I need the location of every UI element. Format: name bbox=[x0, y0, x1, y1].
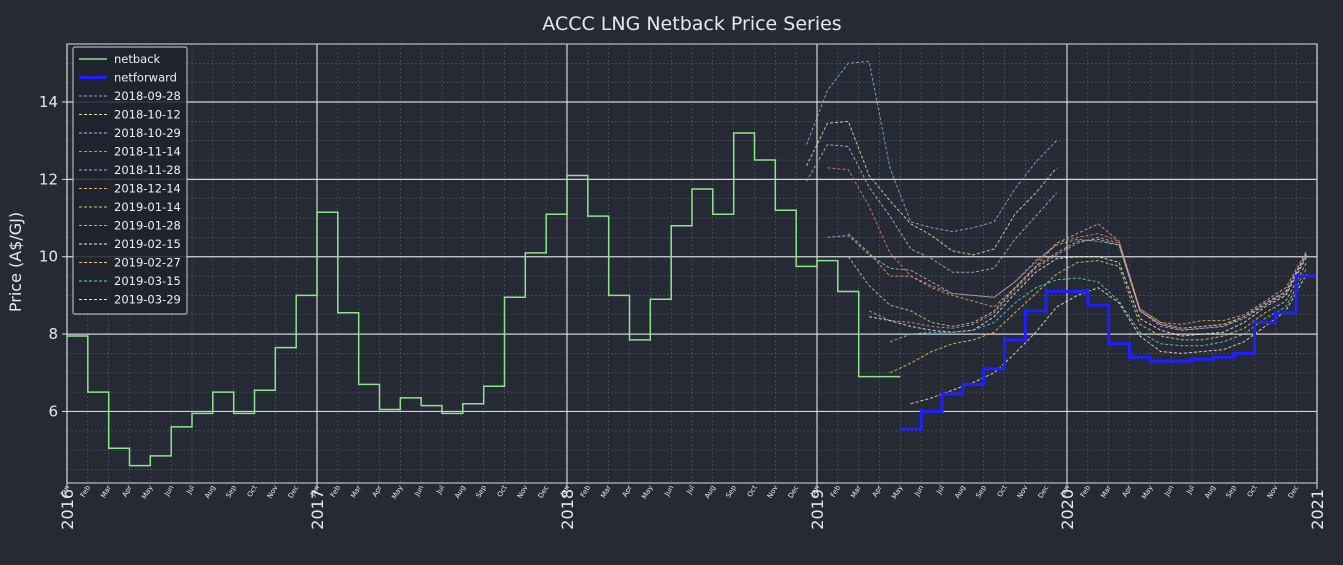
x-month-label: Jul bbox=[1185, 484, 1197, 496]
legend-entry-label: 2019-02-15 bbox=[114, 237, 181, 251]
legend-entry-label: 2018-11-28 bbox=[114, 163, 181, 177]
forward-curve-2019-03-15 bbox=[889, 268, 1308, 347]
netforward-series-line bbox=[900, 274, 1317, 431]
forward-curve-2019-02-27 bbox=[889, 260, 1308, 374]
legend-entry-label: 2018-10-12 bbox=[114, 108, 181, 122]
legend-entry-label: 2018-11-14 bbox=[114, 145, 181, 159]
y-tick-label: 6 bbox=[48, 402, 58, 420]
forward-curve-2019-02-15 bbox=[869, 256, 1308, 337]
legend-entry-label: 2019-03-29 bbox=[114, 293, 181, 307]
x-year-label: 2016 bbox=[58, 489, 77, 530]
y-tick-label: 14 bbox=[39, 93, 58, 111]
forward-curve-2018-10-29 bbox=[806, 144, 1057, 273]
x-year-label: 2018 bbox=[558, 489, 577, 530]
x-year-label: 2017 bbox=[308, 489, 327, 530]
netback-series-line bbox=[67, 132, 901, 467]
forward-curve-2019-01-28 bbox=[868, 236, 1308, 331]
forward-curve-2018-12-14 bbox=[847, 223, 1308, 325]
y-tick-label: 10 bbox=[39, 248, 58, 266]
x-month-label: Jul bbox=[935, 484, 947, 496]
legend-entry-label: netback bbox=[114, 52, 161, 66]
legend-entry-label: 2018-10-29 bbox=[114, 126, 181, 140]
legend-entry-label: 2019-03-15 bbox=[114, 274, 181, 288]
plot-frame bbox=[66, 43, 1318, 484]
legend: netback netforward 2018-09-28 2018-10-12 201… bbox=[72, 46, 188, 315]
y-tick-label: 8 bbox=[48, 325, 58, 343]
legend-entry-label: 2018-09-28 bbox=[114, 89, 181, 103]
forward-curve-2018-11-14 bbox=[827, 167, 1308, 329]
y-tick-label: 12 bbox=[39, 170, 58, 188]
legend-entry-label: 2019-01-28 bbox=[114, 219, 181, 233]
legend-entry-label: 2018-12-14 bbox=[114, 182, 181, 196]
forward-curve-2019-01-14 bbox=[847, 238, 1308, 329]
legend-box bbox=[72, 46, 188, 315]
x-year-label: 2020 bbox=[1058, 489, 1077, 530]
x-month-label: Jul bbox=[185, 484, 197, 496]
forward-curve-2018-09-28 bbox=[806, 60, 1057, 233]
chart-title: ACCC LNG Netback Price Series bbox=[542, 13, 841, 35]
legend-entry-label: netforward bbox=[114, 71, 177, 85]
x-year-label: 2019 bbox=[808, 489, 827, 530]
legend-entry-label: 2019-01-14 bbox=[114, 200, 181, 214]
y-axis-label: Price (A$/GJ) bbox=[6, 212, 25, 312]
x-month-label: Jul bbox=[435, 484, 447, 496]
x-month-label: Jul bbox=[685, 484, 697, 496]
plot-area bbox=[67, 60, 1317, 467]
legend-entry-label: 2019-02-27 bbox=[114, 256, 181, 270]
x-year-label: 2021 bbox=[1308, 489, 1327, 530]
